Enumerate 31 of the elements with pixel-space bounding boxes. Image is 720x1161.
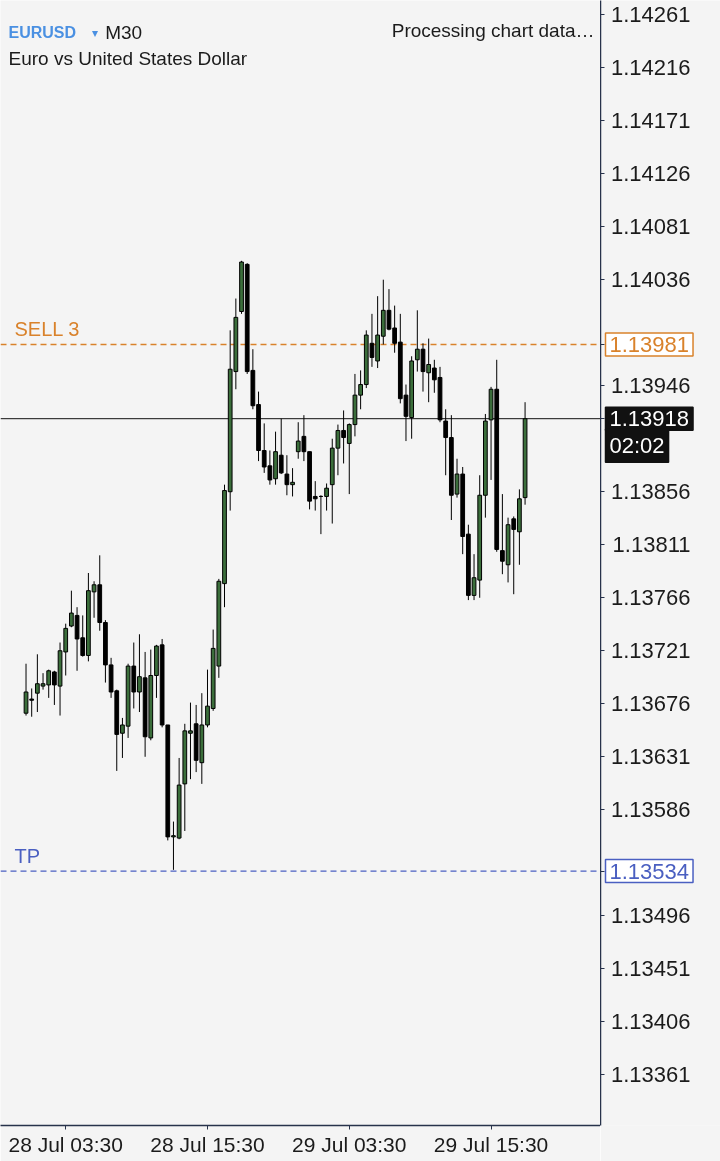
annotation: Processing chart data…	[391, 20, 595, 41]
y-tick-label: 1.13586	[610, 797, 691, 823]
y-tick-label: 1.13918	[609, 406, 690, 432]
y-tick-label: 1.14126	[610, 161, 691, 187]
y-tick-label: 1.13361	[610, 1062, 691, 1088]
text: Euro vs United States Dollar	[8, 48, 248, 69]
y-tick-label: 1.13981	[609, 331, 690, 357]
ref-line-label: TP	[14, 845, 41, 868]
y-tick-label: 1.14216	[610, 55, 691, 81]
y-tick-label: 1.13631	[610, 744, 691, 770]
y-tick-label: 1.14261	[610, 2, 691, 28]
x-tick-label: 28 Jul 15:30	[150, 1132, 265, 1156]
y-tick-label: 1.14171	[610, 108, 691, 134]
x-tick-label: 29 Jul 03:30	[292, 1132, 407, 1156]
x-tick-label: 29 Jul 15:30	[433, 1132, 549, 1156]
y-tick-label: 1.13946	[610, 373, 691, 399]
y-tick-label: 1.14036	[610, 267, 691, 293]
y-tick-label: 1.13676	[610, 691, 691, 717]
ref-line-label: SELL 3	[14, 318, 80, 341]
y-tick-label: 1.13496	[610, 903, 691, 929]
y-tick-label: 1.13766	[610, 585, 691, 611]
y-tick-label: 1.13721	[610, 638, 691, 664]
y-tick-label: 1.14081	[610, 214, 691, 240]
y-tick-label: 1.13856	[610, 479, 691, 505]
y-tick-label: 1.13811	[612, 532, 691, 558]
y-tick-label: 1.13451	[610, 956, 691, 982]
y-tick-label: 1.13406	[610, 1009, 691, 1035]
x-tick-label: 28 Jul 03:30	[8, 1132, 123, 1156]
y-tick-label: 1.13534	[609, 858, 690, 884]
text: EURUSD ▾ M30	[8, 22, 143, 43]
text: 02:02	[609, 433, 665, 459]
